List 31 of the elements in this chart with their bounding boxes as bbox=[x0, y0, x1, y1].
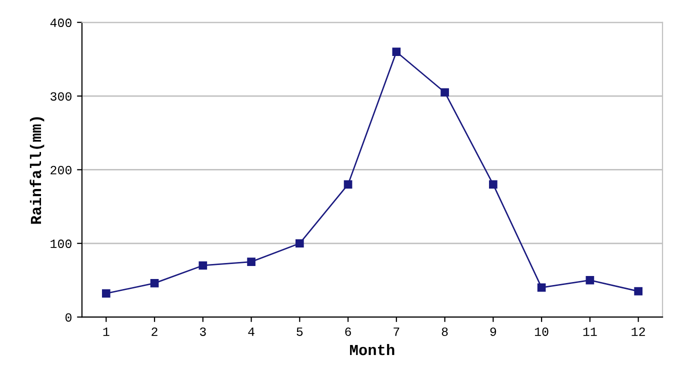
y-axis-title: Rainfall(mm) bbox=[30, 117, 44, 224]
x-tick-label: 9 bbox=[490, 327, 496, 336]
x-tick-label: 5 bbox=[296, 328, 303, 336]
y-tick-label: 0 bbox=[65, 313, 72, 322]
point bbox=[247, 258, 256, 266]
point bbox=[489, 180, 498, 189]
x-tick-label: 4 bbox=[248, 328, 254, 336]
x-axis-title: Month bbox=[350, 344, 394, 356]
y-tick-label: 100 bbox=[50, 240, 72, 248]
point bbox=[198, 261, 208, 270]
point bbox=[392, 48, 401, 56]
point bbox=[344, 180, 352, 189]
point bbox=[296, 239, 304, 248]
y-tick-label: 300 bbox=[50, 92, 72, 101]
point bbox=[102, 289, 110, 298]
x-tick-label: 2 bbox=[152, 327, 158, 336]
x-tick-label: 1 bbox=[103, 328, 110, 336]
y-tick-label: 200 bbox=[50, 166, 72, 174]
point bbox=[150, 278, 159, 288]
point bbox=[440, 88, 449, 97]
x-tick-label: 12 bbox=[632, 327, 645, 336]
y-tick-label: 400 bbox=[50, 18, 72, 28]
x-tick-label: 6 bbox=[345, 327, 351, 336]
x-tick-label: 3 bbox=[200, 327, 206, 336]
point bbox=[634, 287, 642, 296]
x-tick-label: 10 bbox=[534, 327, 548, 336]
x-tick-label: 11 bbox=[583, 328, 597, 336]
point bbox=[586, 276, 594, 284]
x-tick-label: 8 bbox=[442, 327, 448, 336]
x-tick-label: 7 bbox=[394, 328, 400, 336]
point bbox=[537, 283, 546, 292]
